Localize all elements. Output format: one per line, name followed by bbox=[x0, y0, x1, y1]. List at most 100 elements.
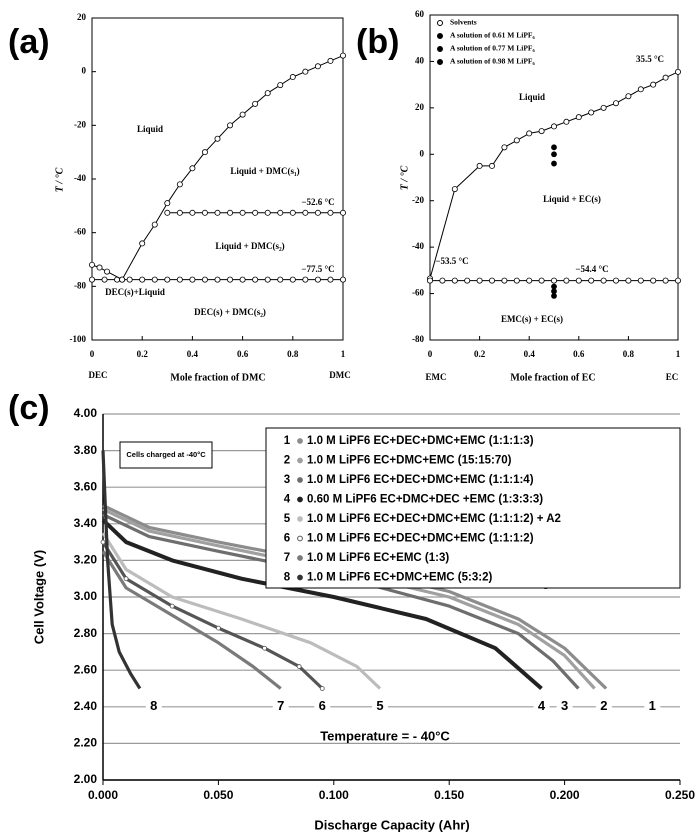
end-label-bg bbox=[272, 698, 289, 715]
point bbox=[339, 209, 346, 216]
legend-number: 4 bbox=[284, 494, 291, 506]
point bbox=[201, 276, 208, 283]
legend-marker bbox=[437, 46, 443, 52]
point bbox=[319, 686, 325, 691]
point bbox=[214, 209, 221, 216]
point bbox=[239, 276, 246, 283]
series-line bbox=[429, 71, 679, 282]
legend-label: 1.0 M LiPF6 EC+DEC+DMC+EMC (1:1:1:3) bbox=[307, 435, 534, 447]
legend-label: A solution of 0.77 M LiPF₆ bbox=[450, 44, 536, 53]
point bbox=[164, 209, 171, 216]
point bbox=[164, 200, 171, 207]
legend-label: 0.60 M LiPF6 EC+DMC+DEC +EMC (1:3:3:3) bbox=[307, 494, 543, 506]
series-end-label: 6 bbox=[319, 698, 326, 713]
point bbox=[164, 276, 171, 283]
x-tick-label: 0.8 bbox=[623, 349, 635, 359]
series-end-label: 3 bbox=[561, 698, 568, 713]
point bbox=[314, 276, 321, 283]
point bbox=[252, 209, 259, 216]
end-label-bg bbox=[644, 698, 661, 715]
point bbox=[488, 162, 495, 169]
point bbox=[563, 118, 570, 125]
point bbox=[675, 68, 682, 75]
point bbox=[538, 128, 545, 135]
point bbox=[104, 268, 111, 275]
x-tick-label: 0.2 bbox=[474, 349, 486, 359]
y-tick-label: 3.40 bbox=[74, 516, 98, 530]
x-tick-label: 0 bbox=[428, 349, 433, 359]
x-end-label: DEC bbox=[88, 370, 107, 380]
point bbox=[176, 276, 183, 283]
point bbox=[625, 93, 632, 100]
point bbox=[227, 276, 234, 283]
series-end-label: 5 bbox=[376, 698, 383, 713]
point bbox=[551, 277, 558, 284]
legend-number: 1 bbox=[284, 435, 291, 447]
point bbox=[214, 135, 221, 142]
y-axis-label: T / °C bbox=[399, 165, 410, 190]
point bbox=[563, 277, 570, 284]
legend-marker bbox=[437, 59, 443, 65]
y-tick-label: 0 bbox=[420, 148, 425, 158]
point bbox=[625, 277, 632, 284]
series-end-label: 2 bbox=[600, 698, 607, 713]
point bbox=[252, 100, 259, 107]
annotation: 35.5 °C bbox=[636, 54, 664, 64]
point bbox=[123, 576, 129, 582]
point bbox=[189, 276, 196, 283]
legend-label: 1.0 M LiPF6 EC+DMC+EMC (5:3:2) bbox=[307, 572, 492, 584]
end-label-bg bbox=[595, 698, 612, 715]
point bbox=[214, 276, 221, 283]
point bbox=[176, 209, 183, 216]
series-end-label: 1 bbox=[649, 698, 656, 713]
point bbox=[600, 104, 607, 111]
x-tick-label: 0.200 bbox=[550, 788, 580, 802]
legend-label: 1.0 M LiPF6 EC+DEC+DMC+EMC (1:1:1:4) bbox=[307, 474, 534, 486]
point bbox=[650, 277, 657, 284]
series-line bbox=[101, 550, 282, 690]
y-tick-label: 60 bbox=[415, 9, 425, 19]
point bbox=[538, 277, 545, 284]
y-tick-label: 3.00 bbox=[74, 589, 98, 603]
point bbox=[176, 181, 183, 188]
panel: (c) 2.00 2.20 2.40 2.60 2.80 3.00 3.20 3.40 3.60 3… bbox=[8, 389, 695, 832]
x-tick-label: 0 bbox=[90, 349, 95, 359]
legend-marker bbox=[297, 457, 303, 464]
legend-number: 2 bbox=[284, 455, 290, 467]
annotation: −77.5 °C bbox=[301, 264, 334, 274]
point bbox=[302, 68, 309, 75]
legend-number: 5 bbox=[284, 513, 291, 525]
point bbox=[139, 240, 146, 247]
legend-label: 1.0 M LiPF6 EC+DEC+DMC+EMC (1:1:1:2) bbox=[307, 533, 534, 545]
point bbox=[264, 209, 271, 216]
series-end-label: 7 bbox=[277, 698, 284, 713]
end-label-bg bbox=[556, 698, 573, 715]
point bbox=[189, 165, 196, 172]
point bbox=[513, 277, 520, 284]
point bbox=[637, 277, 644, 284]
point bbox=[277, 82, 284, 89]
legend-box bbox=[265, 427, 681, 589]
panel: (b) -80 -60 -40 -20 0 20 40 60 0 0.2 0.4 0.6 0.8 1 Mole… bbox=[356, 9, 682, 383]
legend-label: A solution of 0.61 M LiPF₆ bbox=[450, 31, 536, 40]
x-tick-label: 0.2 bbox=[137, 349, 149, 359]
y-tick-label: -100 bbox=[70, 334, 87, 344]
y-tick-label: 2.60 bbox=[74, 662, 98, 676]
x-tick-label: 0.100 bbox=[319, 788, 349, 802]
point bbox=[96, 264, 103, 271]
panel-label: (a) bbox=[8, 23, 50, 61]
point bbox=[89, 261, 96, 268]
point bbox=[588, 109, 595, 116]
legend-number: 6 bbox=[284, 533, 290, 545]
panel-label: (b) bbox=[356, 23, 399, 61]
point bbox=[239, 209, 246, 216]
y-tick-label: 20 bbox=[415, 102, 425, 112]
point bbox=[101, 276, 108, 283]
point bbox=[650, 81, 657, 88]
y-tick-label: 0 bbox=[82, 66, 87, 76]
point bbox=[501, 277, 508, 284]
y-tick-label: 2.00 bbox=[74, 772, 98, 786]
annotation: Liquid bbox=[137, 124, 163, 134]
legend-marker bbox=[437, 33, 443, 39]
